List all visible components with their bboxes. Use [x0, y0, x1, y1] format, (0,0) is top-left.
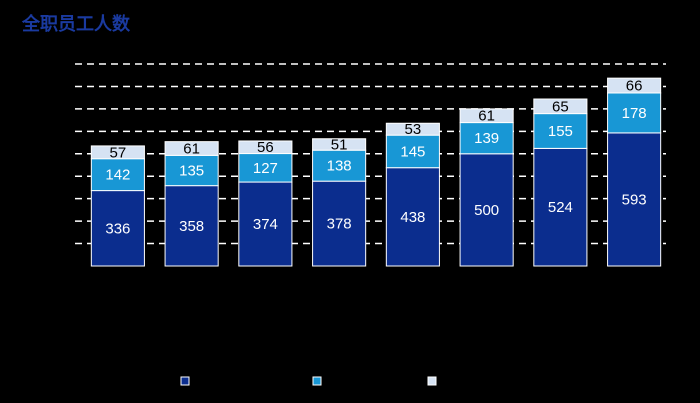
data-label: 61: [183, 140, 200, 157]
bar-segment: [533, 147, 588, 267]
data-label: 178: [622, 105, 647, 122]
bar-segment: [607, 77, 662, 94]
data-label: 145: [400, 143, 425, 160]
data-label: 524: [548, 199, 573, 216]
bar-segment: [459, 122, 514, 155]
data-label: 138: [327, 158, 352, 175]
bar-segment: [459, 108, 514, 124]
bar-segment: [385, 167, 440, 267]
bar-segment: [90, 145, 145, 160]
bar-segment: [533, 98, 588, 115]
data-label: 57: [110, 144, 127, 161]
bar-segment: [238, 181, 293, 267]
data-label: 66: [626, 78, 643, 95]
data-label: 593: [622, 191, 647, 208]
data-label: 53: [405, 121, 422, 138]
data-label: 135: [179, 162, 204, 179]
data-label: 142: [105, 167, 130, 184]
bar-segment: [607, 92, 662, 134]
data-label: 127: [253, 160, 278, 177]
bar-segment: [164, 141, 219, 156]
data-label: 336: [105, 220, 130, 237]
data-label: 61: [478, 108, 495, 125]
bar-segment: [385, 134, 440, 169]
data-label: 500: [474, 202, 499, 219]
bar-segment: [238, 140, 293, 155]
legend-marker: [180, 376, 190, 386]
data-label: 139: [474, 130, 499, 147]
data-label: 378: [327, 216, 352, 233]
bar-segment: [312, 180, 367, 267]
bar-segment: [385, 122, 440, 136]
bar-segment: [312, 138, 367, 151]
data-label: 155: [548, 123, 573, 140]
legend-marker: [312, 376, 322, 386]
bar-segment: [90, 158, 145, 192]
data-label: 374: [253, 216, 278, 233]
bar-segment: [90, 190, 145, 267]
data-label: 358: [179, 218, 204, 235]
data-label: 51: [331, 136, 348, 153]
bar-segment: [459, 153, 514, 267]
bar-segment: [533, 113, 588, 149]
chart-title: 全职员工人数: [21, 13, 131, 35]
data-label: 65: [552, 98, 569, 115]
bar-segment: [238, 153, 293, 183]
data-label: 56: [257, 139, 274, 156]
data-label: 438: [400, 209, 425, 226]
legend-marker: [427, 376, 437, 386]
